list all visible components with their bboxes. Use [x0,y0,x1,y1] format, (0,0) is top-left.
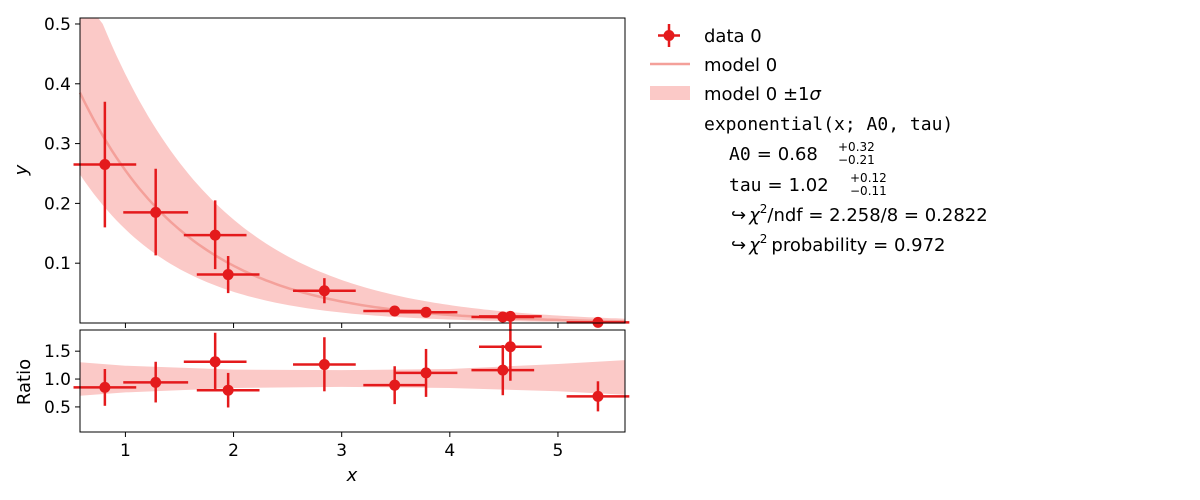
ratio-point-marker-0 [99,381,111,393]
legend-param-a0: A0 = 0.68 [729,144,818,165]
ratio-xtick-label-0: 1 [120,441,131,461]
data-point-6 [394,306,458,318]
ratio-point-4 [293,337,356,392]
ratio-ytick-label-2: 1.5 [44,342,71,362]
main-y-ticks: 0.1 0.2 0.3 0.4 0.5 [44,15,80,274]
main-ytick-label-2: 0.3 [44,135,71,155]
data-points [73,101,630,328]
main-ytick-label-4: 0.5 [44,15,71,35]
data-point-1 [123,168,189,256]
data-point-9 [566,316,630,328]
model-line [78,92,626,323]
legend-data-marker [658,24,680,47]
legend-param-tau-down: −0.11 [850,184,887,198]
main-ytick-label-0: 0.1 [44,254,71,274]
ratio-y-ticks: 0.5 1.0 1.5 [44,342,80,418]
ratio-points [73,312,630,412]
model-band [80,18,625,323]
legend-model-label: model 0 [704,55,777,76]
legend-param-tau: tau = 1.02 [729,175,829,196]
main-x-ticks [124,323,559,328]
main-plot-frame [79,17,626,324]
legend-param-tau-up: +0.12 [850,171,887,185]
data-point-marker-0 [99,159,111,171]
ratio-point-8 [479,312,542,381]
data-point-3 [196,256,260,294]
ratio-xtick-label-2: 3 [336,441,347,461]
ratio-xtick-label-3: 4 [444,441,455,461]
ratio-point-0 [73,369,137,406]
data-point-4 [293,278,356,304]
data-point-marker-9 [592,316,604,328]
ratio-point-marker-8 [504,341,516,353]
data-point-marker-2 [209,229,221,241]
legend-chi2-probability: ↪ χ2 probability = 0.972 [731,232,945,256]
ratio-point-5 [363,366,427,405]
legend-band-label: model 0 ±1σ [704,84,821,105]
x-axis-label: x [346,465,358,486]
ratio-plot-frame [79,329,626,433]
ratio-point-marker-6 [420,367,432,379]
legend: data 0 model 0 model 0 ±1σ exponential(x… [650,24,988,256]
ratio-x-ticks: 1 2 3 4 5 [120,432,563,461]
main-ytick-label-1: 0.2 [44,194,71,214]
data-point-marker-1 [150,206,162,218]
ratio-xtick-label-4: 5 [553,441,564,461]
legend-param-a0-up: +0.32 [838,140,875,154]
data-point-0 [73,101,137,228]
data-point-marker-4 [318,285,330,297]
ratio-point-marker-3 [222,384,234,396]
ratio-point-marker-9 [592,390,604,402]
ratio-point-marker-2 [209,356,221,368]
ratio-point-3 [196,372,260,408]
ratio-point-marker-5 [389,379,401,391]
legend-chi2-ndf: ↪ χ2/ndf = 2.258/8 = 0.2822 [731,202,988,226]
model-line-path [78,92,626,323]
data-point-marker-6 [420,306,432,318]
ratio-point-2 [183,332,247,390]
ratio-y-axis-label: Ratio [14,359,35,405]
legend-data-label: data 0 [704,26,762,47]
data-point-2 [183,200,247,270]
main-plot-panel: 0.1 0.2 0.3 0.4 0.5 y [11,15,630,328]
ratio-xtick-label-1: 2 [228,441,239,461]
ratio-point-6 [394,348,458,397]
legend-param-a0-down: −0.21 [838,153,875,167]
ratio-point-9 [566,381,630,412]
ratio-point-marker-4 [318,359,330,371]
model-band-area [80,18,625,323]
ratio-point-marker-7 [497,364,509,376]
main-y-axis-label: y [11,164,32,176]
data-point-marker-3 [222,269,234,281]
ratio-point-marker-1 [150,376,162,388]
main-ytick-label-3: 0.4 [44,75,71,95]
ratio-point-7 [471,345,535,396]
ratio-ytick-label-0: 0.5 [44,398,71,418]
ratio-ytick-label-1: 1.0 [44,370,71,390]
legend-fit-function: exponential(x; A0, tau) [704,114,953,135]
legend-band-swatch [650,86,690,100]
ratio-plot-panel: 0.5 1.0 1.5 1 2 3 4 5 Ratio x [14,312,630,486]
ratio-point-1 [123,361,189,403]
